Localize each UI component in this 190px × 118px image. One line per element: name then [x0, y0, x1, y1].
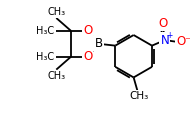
Text: B: B	[95, 37, 103, 50]
Text: O: O	[158, 17, 168, 30]
Text: O: O	[83, 24, 92, 37]
Text: O: O	[83, 50, 92, 63]
Text: CH₃: CH₃	[47, 6, 65, 17]
Text: CH₃: CH₃	[47, 71, 65, 81]
Text: N: N	[161, 34, 169, 47]
Text: +: +	[166, 31, 172, 40]
Text: O⁻: O⁻	[177, 35, 190, 48]
Text: H₃C: H₃C	[36, 52, 55, 62]
Text: H₃C: H₃C	[36, 26, 55, 36]
Text: CH₃: CH₃	[130, 91, 149, 101]
